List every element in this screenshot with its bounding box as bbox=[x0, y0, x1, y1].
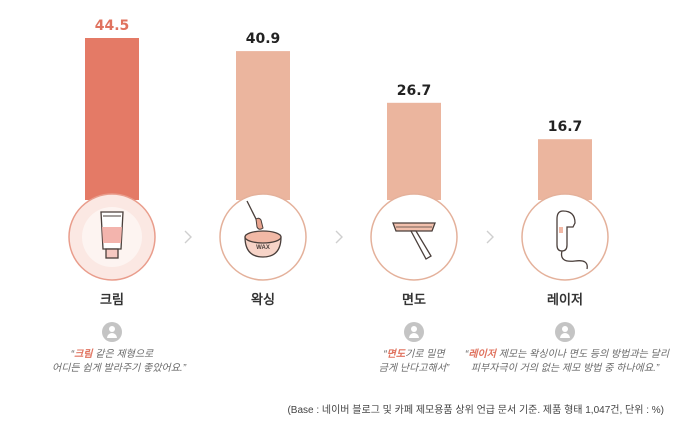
chevron-right-icon bbox=[335, 230, 343, 244]
bar-value-label-0: 44.5 bbox=[95, 18, 130, 34]
laser-device-icon bbox=[521, 193, 609, 281]
chevron-right-icon bbox=[184, 230, 192, 244]
category-label-waxing: 왁싱 bbox=[251, 292, 275, 307]
bar-3 bbox=[538, 139, 592, 200]
user-icon bbox=[102, 322, 122, 342]
razor-icon bbox=[370, 193, 458, 281]
chevron-right-icon bbox=[486, 230, 494, 244]
quote-cream: “크림 같은 제형으로 어디든 쉽게 발라주기 좋았어요.” bbox=[52, 349, 187, 374]
category-label-laser: 레이저 bbox=[547, 292, 583, 307]
bar-2 bbox=[387, 102, 441, 200]
svg-text:WAX: WAX bbox=[256, 245, 270, 251]
bar-0 bbox=[85, 38, 139, 200]
category-label-shave: 면도 bbox=[402, 292, 426, 307]
bar-chart: 44.5 40.9 26.7 16.7 WAX bbox=[68, 18, 609, 281]
user-icon bbox=[555, 322, 575, 342]
bar-1 bbox=[236, 51, 290, 200]
cream-tube-icon bbox=[68, 193, 156, 281]
quote-shave: “면도기로 밀면 금게 난다고해서” bbox=[378, 349, 450, 374]
bar-value-label-2: 26.7 bbox=[397, 83, 432, 99]
quote-laser: “레이저 제모는 왁싱이나 면도 등의 방법과는 달리 피부자극이 거의 없는 … bbox=[465, 349, 670, 374]
bar-value-label-3: 16.7 bbox=[548, 119, 583, 135]
footnote: (Base : 네이버 블로그 및 카페 제모용품 상위 언급 문서 기준. 제… bbox=[287, 405, 664, 416]
category-label-cream: 크림 bbox=[100, 292, 124, 307]
bar-value-label-1: 40.9 bbox=[246, 31, 281, 47]
user-icon bbox=[404, 322, 424, 342]
wax-jar-icon: WAX bbox=[219, 193, 307, 281]
